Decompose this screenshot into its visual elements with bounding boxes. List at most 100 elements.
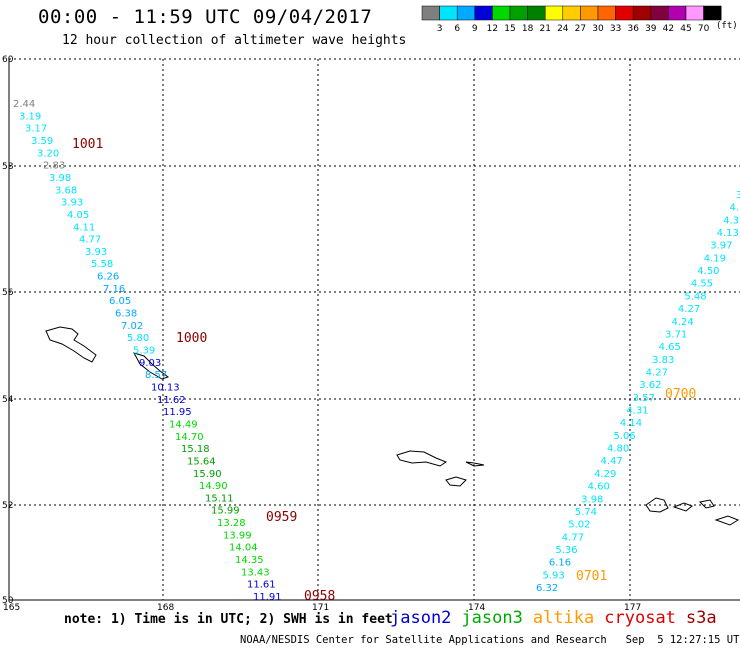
wave-height-value: 11.91 — [253, 592, 282, 603]
colorbar-label: 36 — [627, 24, 639, 34]
latitude-label: 58 — [2, 162, 14, 172]
colorbar-swatch — [615, 5, 634, 21]
wave-height-value: 7.02 — [121, 321, 143, 332]
wave-height-value: 15.18 — [181, 444, 210, 455]
latitude-label: 56 — [2, 288, 14, 298]
satellite-legend-altika: altika — [532, 608, 595, 628]
wave-height-value: 3.59 — [31, 136, 53, 147]
wave-height-value: 5.74 — [575, 507, 597, 518]
map-subtitle: 12 hour collection of altimeter wave hei… — [62, 33, 407, 48]
colorbar-swatch — [580, 5, 599, 21]
colorbar-swatch — [527, 5, 546, 21]
wave-height-value: 4.55 — [691, 279, 713, 290]
wave-height-value: 13.43 — [241, 567, 270, 578]
colorbar-swatch — [562, 5, 581, 21]
latitude-label: 50 — [2, 596, 14, 606]
colorbar-swatch — [685, 5, 704, 21]
wave-height-value: 6.05 — [109, 296, 131, 307]
latitude-label: 52 — [2, 501, 13, 511]
wave-height-value: 4.05 — [67, 210, 89, 221]
wave-height-value: 4.80 — [607, 444, 629, 455]
colorbar-label: 18 — [522, 24, 534, 34]
satellite-legend-jason3: jason3 — [461, 608, 523, 628]
wave-height-value: 4.29 — [594, 469, 616, 480]
wave-height-value: 15.99 — [211, 506, 240, 517]
wave-height-value: 4.11 — [73, 222, 95, 233]
wave-height-value: 4.14 — [620, 418, 642, 429]
colorbar-swatch — [544, 5, 564, 21]
wave-height-value: 4.27 — [646, 367, 668, 378]
pass-time-label: 0700 — [665, 387, 696, 402]
wave-height-value: 3.93 — [61, 198, 83, 209]
colorbar-swatch — [650, 5, 669, 21]
wave-height-value: 5.80 — [127, 333, 149, 344]
wave-height-value: 3.20 — [37, 148, 59, 159]
island-outline — [645, 497, 669, 513]
island-outline — [465, 461, 485, 467]
colorbar-label: 42 — [663, 24, 674, 34]
wave-height-value: 7.16 — [103, 284, 125, 295]
longitude-label: 165 — [3, 603, 20, 613]
pass-time-label: 0701 — [576, 569, 607, 584]
wave-height-value: 5.48 — [684, 291, 706, 302]
colorbar-swatch — [703, 5, 722, 21]
wave-height-value: 5.02 — [568, 520, 590, 531]
colorbar-label: 24 — [557, 24, 569, 34]
colorbar-label: 33 — [610, 24, 621, 34]
wave-height-value: 3.93 — [85, 247, 107, 258]
wave-height-value: 15.11 — [205, 493, 234, 504]
wave-height-value: 3.97 — [710, 241, 732, 252]
wave-height-value: 4.13 — [717, 228, 739, 239]
wave-height-value: 4. — [730, 203, 740, 214]
wave-height-value: 3.98 — [581, 494, 603, 505]
wave-height-value: 6.26 — [97, 272, 119, 283]
wave-height-value: 6.32 — [536, 583, 558, 594]
wave-height-value: 3.68 — [55, 185, 77, 196]
wave-height-value: 6.16 — [549, 558, 571, 569]
wave-height-value: 4.32 — [723, 215, 740, 226]
wave-height-value: 4.31 — [626, 406, 648, 417]
credit-line: NOAA/NESDIS Center for Satellite Applica… — [240, 634, 740, 646]
wave-height-value: 4.19 — [704, 253, 726, 264]
colorbar-label: 15 — [504, 24, 515, 34]
island-outline — [714, 515, 740, 526]
wave-height-value: 8.57 — [145, 370, 167, 381]
wave-height-value: 13.99 — [223, 530, 252, 541]
wave-height-value: 4.47 — [601, 456, 623, 467]
colorbar-label: 3 — [437, 24, 443, 34]
colorbar-label: 12 — [487, 24, 498, 34]
colorbar-swatch — [492, 5, 511, 21]
coastlines — [45, 326, 740, 526]
colorbar-label: 39 — [645, 24, 657, 34]
wave-height-value: 3 — [736, 190, 740, 201]
longitude-label: 171 — [312, 603, 329, 613]
colorbar-swatch — [668, 5, 687, 21]
colorbar-swatch — [632, 5, 652, 21]
wave-height-value: 2.44 — [13, 99, 35, 110]
colorbar-label: 27 — [575, 24, 586, 34]
wave-height-value: 11.61 — [247, 580, 276, 591]
footnote: note: 1) Time is in UTC; 2) SWH is in fe… — [64, 612, 393, 627]
island-outline — [445, 476, 467, 487]
latitude-label: 60 — [2, 55, 14, 65]
colorbar: 3 6 9 12 15 18 21 24 27 30 33 36 39 42 45 70 — [421, 5, 722, 34]
wave-height-value: 4.24 — [671, 317, 693, 328]
longitude-label: 177 — [624, 603, 641, 613]
wave-height-value: 10.13 — [151, 382, 180, 393]
altimeter-track-west: 2.443.193.173.593.202.833.983.683.934.05… — [13, 99, 282, 603]
wave-height-value: 14.49 — [169, 419, 198, 430]
wave-height-value: 15.64 — [187, 456, 216, 467]
colorbar-units: (ft) — [716, 21, 738, 31]
wave-height-value: 3.19 — [19, 111, 41, 122]
colorbar-label: 45 — [680, 24, 691, 34]
satellite-legend-jason2: jason2 — [390, 608, 452, 628]
wave-height-value: 4.60 — [588, 482, 610, 493]
colorbar-label: 21 — [539, 24, 550, 34]
wave-height-value: 14.70 — [175, 432, 204, 443]
satellite-legend-s3a: s3a — [685, 608, 717, 628]
colorbar-swatch — [456, 5, 476, 21]
wave-height-value: 14.90 — [199, 481, 228, 492]
island-outline — [132, 352, 170, 380]
colorbar-swatch — [509, 5, 528, 21]
